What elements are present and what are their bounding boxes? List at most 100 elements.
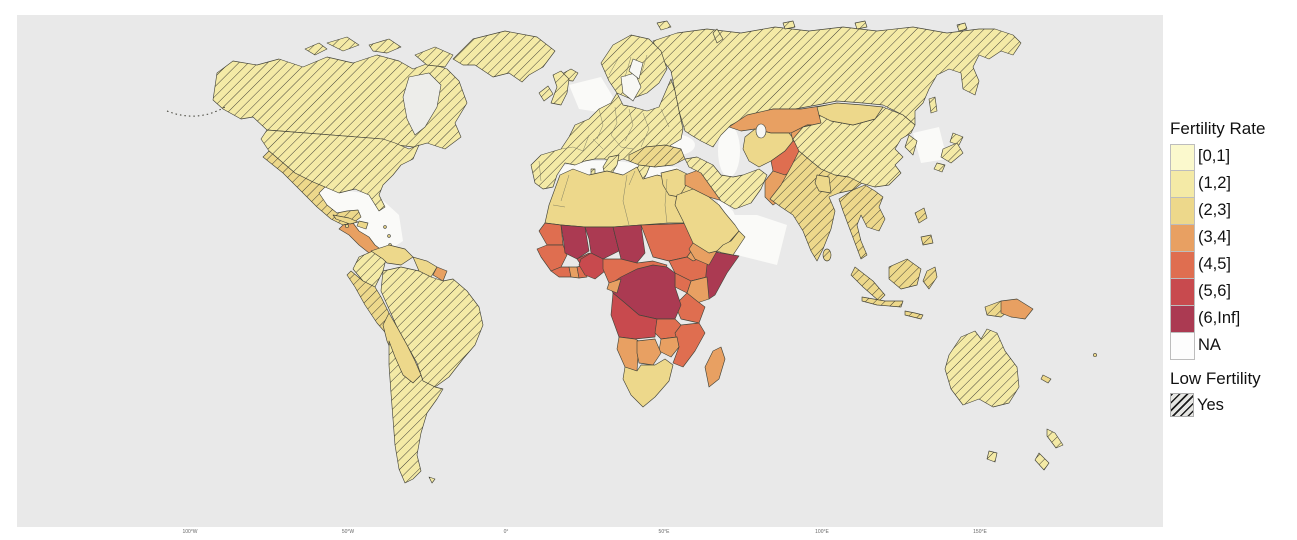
region-brazil-hatch (381, 267, 483, 387)
x-tick-label: 50°E (658, 529, 670, 535)
region-new-siberian-islands-hatch (855, 21, 867, 29)
land-layer (212, 20, 1097, 484)
legend-label: NA (1198, 336, 1221, 354)
region-namibia (616, 336, 640, 372)
region-iran-hatch (685, 157, 767, 209)
legend-title: Fertility Rate (1170, 119, 1266, 138)
region-korea-hatch (905, 135, 917, 155)
region-canada-arctic-islands-hatch (327, 37, 359, 51)
legend-item: (2,3] (1170, 197, 1296, 225)
legend-swatch-5-6 (1170, 278, 1195, 306)
region-gabon (606, 278, 622, 294)
region-canada-arctic-islands-hatch (369, 39, 401, 53)
region-fiji (1093, 353, 1097, 357)
region-hispaniola (356, 220, 369, 230)
region-sicily-sardinia-hatch (591, 169, 611, 191)
legend-item: (1,2] (1170, 170, 1296, 198)
legend-label: (2,3] (1198, 201, 1232, 219)
region-yemen (688, 242, 718, 266)
legend-label: (1,2] (1198, 174, 1232, 192)
region-caribbean-islands (345, 224, 349, 228)
region-sri-lanka-hatch (823, 249, 831, 261)
region-canada-arctic-islands-hatch (305, 43, 327, 55)
region-greenland-hatch (453, 31, 555, 82)
legend-swatch-3-4 (1170, 224, 1195, 252)
region-new-caledonia (1040, 374, 1052, 384)
legend-label: (5,6] (1198, 282, 1232, 300)
pattern-legend-title: Low Fertility (1170, 369, 1261, 388)
hudson-bay (402, 72, 442, 136)
region-canada-arctic-islands-hatch (415, 47, 453, 67)
region-guyana-suriname (412, 256, 438, 278)
border-layer (538, 54, 670, 226)
region-colombia-hatch (353, 251, 387, 287)
region-java-hatch (862, 297, 903, 307)
region-ireland-hatch (539, 86, 553, 101)
region-mexico-hatch (263, 151, 361, 225)
region-japan-honshu-hatch (941, 143, 963, 163)
region-falkland-islands-hatch (429, 477, 435, 483)
region-usa-hatch (261, 130, 419, 211)
region-south-africa (622, 358, 674, 408)
legend-item: [0,1] (1170, 143, 1296, 171)
gulf-of-bothnia (628, 58, 644, 80)
region-tasmania-hatch (987, 451, 997, 462)
region-botswana (636, 338, 662, 366)
region-mauritania (538, 222, 564, 246)
region-syria-jordan (660, 168, 690, 198)
region-caribbean-islands (387, 234, 391, 238)
region-mindanao-hatch (921, 235, 933, 245)
aral-sea (755, 123, 767, 139)
region-madagascar (704, 346, 726, 388)
region-luzon-hatch (915, 208, 927, 223)
legend-item: (3,4] (1170, 224, 1296, 252)
legend: Fertility Rate [0,1] (1,2] (2,3] (3,4] (… (1170, 118, 1296, 418)
region-oman (716, 230, 746, 256)
x-tick-label: 100°W (182, 529, 198, 535)
map-panel (17, 15, 1163, 527)
legend-swatch-6-inf (1170, 305, 1195, 333)
north-sea (569, 77, 613, 113)
legend-item: (5,6] (1170, 278, 1296, 306)
x-tick-label: 150°E (973, 529, 987, 535)
region-uk-hatch (551, 71, 569, 105)
legend-label: (3,4] (1198, 228, 1232, 246)
legend-label: [0,1] (1198, 147, 1231, 165)
region-mongolia (816, 102, 884, 126)
region-china-hatch (793, 107, 915, 187)
region-cuba (332, 214, 359, 225)
sea-over-layer (402, 58, 767, 139)
pattern-legend-label: Yes (1197, 395, 1224, 414)
region-lesser-sunda-hatch (905, 311, 923, 319)
world-map (166, 20, 1097, 484)
pattern-legend-item: Yes (1170, 392, 1296, 418)
region-sulawesi-hatch (923, 267, 937, 289)
hatch-pattern-swatch (1170, 393, 1194, 417)
region-southeast-asia-hatch (839, 185, 885, 259)
region-svalbard-hatch (657, 21, 671, 30)
x-tick-label: 50°W (341, 529, 355, 535)
region-zimbabwe (658, 336, 680, 358)
region-venezuela (370, 244, 414, 266)
legend-item: (4,5] (1170, 251, 1296, 279)
region-caribbean-islands (383, 225, 387, 229)
region-india-hatch (770, 151, 862, 261)
region-sakhalin-hatch (929, 97, 937, 113)
region-wrangel-island-hatch (957, 23, 967, 31)
north-africa-borders (552, 170, 668, 226)
region-canada-alaska-hatch (213, 55, 467, 149)
legend-swatch-0-1 (1170, 143, 1195, 171)
region-chile-argentina-hatch (389, 341, 443, 483)
region-japan-kyushu-hatch (934, 163, 945, 172)
legend-label: (6,Inf] (1198, 309, 1241, 327)
region-novaya-zemlya-hatch (713, 29, 723, 43)
aleutian-islands (166, 106, 226, 117)
region-sumatra-hatch (851, 267, 885, 301)
region-new-zealand-south-hatch (1035, 453, 1049, 470)
legend-swatch-1-2 (1170, 170, 1195, 198)
europe-borders (538, 54, 670, 182)
region-new-zealand-north-hatch (1047, 429, 1063, 448)
region-borneo-hatch (889, 259, 921, 289)
region-papua-new-guinea (1000, 298, 1034, 320)
